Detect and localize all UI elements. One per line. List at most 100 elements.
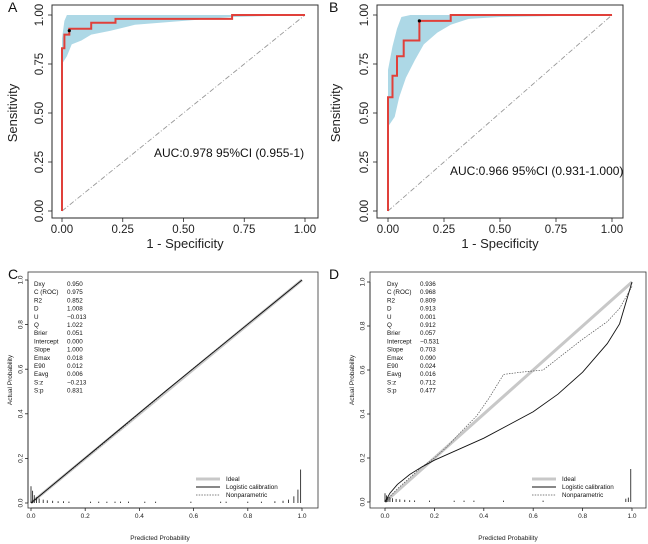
x-tick-label: 0.4 [135, 513, 144, 520]
stat-value: 1.022 [67, 322, 83, 329]
x-tick-label: 0.2 [81, 513, 90, 520]
stat-label: Intercept [387, 338, 412, 345]
stat-label: Brier [387, 330, 400, 337]
stat-label: Q [34, 322, 39, 329]
calibration-chart-d: 0.0 0.2 0.4 0.6 0.8 1.0 0.0 0.2 0.4 0.6 0.8 1.0 Dx… [349, 271, 647, 542]
roc-curve [61, 14, 305, 211]
x-axis-label: 1 - Specificity [146, 236, 224, 251]
y-tick-label: 0.4 [360, 409, 367, 418]
x-tick-label: 0.0 [380, 513, 389, 520]
stat-label: S:p [34, 388, 44, 395]
stat-label: Emax [34, 355, 51, 362]
stat-label: Q [387, 322, 392, 329]
stat-label: E90 [34, 363, 46, 370]
x-tick-label: 0.75 [545, 224, 567, 236]
x-tick-label: 1.00 [294, 224, 316, 236]
stat-label: S:z [34, 379, 43, 386]
roc-chart-b: 0.00 0.25 0.50 0.75 1.00 0.00 0.25 0.50 0.75 1.0… [328, 4, 624, 251]
y-tick-label: 0.75 [34, 53, 46, 75]
rug-marks [30, 469, 302, 503]
y-tick-label: 0.00 [34, 200, 46, 222]
stat-label: C (ROC) [387, 289, 411, 296]
x-axis: 0.0 0.2 0.4 0.6 0.8 1.0 [26, 507, 307, 520]
stat-value: 0.913 [420, 306, 436, 313]
stat-label: R2 [34, 297, 43, 304]
x-tick-label: 0.50 [489, 224, 511, 236]
x-tick-label: 1.0 [297, 513, 306, 520]
y-axis: 0.00 0.25 0.50 0.75 1.00 [34, 4, 53, 222]
stat-value: −0.013 [67, 314, 87, 321]
stat-label: Dxy [34, 281, 46, 288]
y-tick-label: 1.00 [34, 4, 46, 26]
stat-value: 0.090 [420, 355, 436, 362]
x-tick-label: 0.25 [112, 224, 134, 236]
stats-table: Dxy 0.936 C (ROC) 0.968 R2 0.809 D 0.913 U 0.001 Q… [387, 281, 440, 395]
cutoff-point [417, 19, 421, 23]
stat-label: Brier [34, 330, 47, 337]
stat-value: −0.213 [67, 379, 87, 386]
x-tick-label: 0.2 [430, 513, 439, 520]
stat-value: 0.000 [67, 338, 83, 345]
x-axis: 0.00 0.25 0.50 0.75 1.00 [377, 217, 623, 236]
y-tick-label: 0.25 [34, 151, 46, 173]
stat-value: 0.703 [420, 347, 436, 354]
stat-value: 0.831 [67, 388, 83, 395]
stat-label: S:p [387, 388, 397, 395]
stat-value: 0.477 [420, 388, 436, 395]
y-axis-label: Sensitivity [328, 83, 343, 142]
y-tick-label: 0.6 [18, 364, 25, 373]
x-tick-label: 0.0 [26, 513, 35, 520]
calibration-chart-c: 0.0 0.2 0.4 0.6 0.8 1.0 0.0 0.2 0.4 0.6 0.8 1.0 Dx… [7, 271, 319, 542]
panel-label-b: B [329, 0, 338, 15]
legend-label: Ideal [226, 476, 240, 483]
legend-label: Nonparametric [562, 492, 603, 499]
y-tick-label: 0.0 [360, 497, 367, 506]
y-tick-label: 0.50 [34, 102, 46, 124]
stat-value: 0.006 [67, 371, 83, 378]
cutoff-point [67, 29, 71, 33]
x-tick-label: 0.6 [529, 513, 538, 520]
y-tick-label: 1.00 [359, 4, 371, 26]
stat-value: 0.809 [420, 297, 436, 304]
stat-value: 0.936 [420, 281, 436, 288]
panel-label-a: A [8, 0, 18, 15]
stat-label: C (ROC) [34, 289, 58, 296]
stat-value: 0.001 [420, 314, 436, 321]
stat-label: U [387, 314, 392, 321]
y-axis-label: Actual Probability [7, 354, 14, 405]
auc-annotation: AUC:0.966 95%CI (0.931-1.000) [450, 164, 623, 178]
x-tick-label: 0.25 [433, 224, 455, 236]
stat-value: 0.712 [420, 379, 436, 386]
x-axis-label: Predicted Probability [478, 535, 538, 542]
y-axis: 0.0 0.2 0.4 0.6 0.8 1.0 [18, 275, 29, 508]
stat-label: D [34, 306, 39, 313]
y-tick-label: 0.00 [359, 200, 371, 222]
stat-value: 0.975 [67, 289, 83, 296]
stat-value: 0.012 [67, 363, 83, 370]
stat-value: 1.000 [67, 347, 83, 354]
y-axis-label: Actual Probability [349, 354, 356, 405]
legend-label: Logistic calibration [226, 484, 278, 491]
stat-label: R2 [387, 297, 396, 304]
stat-value: 0.024 [420, 363, 436, 370]
x-tick-label: 0.75 [233, 224, 255, 236]
stat-value: 0.852 [67, 297, 83, 304]
roc-chart-a: 0.00 0.25 0.50 0.75 1.00 0.00 0.25 0.50 0.75 1.0… [5, 4, 319, 251]
stat-value: 0.968 [420, 289, 436, 296]
x-tick-label: 0.8 [243, 513, 252, 520]
stat-value: 0.018 [67, 355, 83, 362]
panel-label-d: D [329, 266, 339, 282]
stat-label: U [34, 314, 39, 321]
stat-label: E90 [387, 363, 399, 370]
stat-value: 0.016 [420, 371, 436, 378]
y-tick-label: 0.50 [359, 102, 371, 124]
stat-value: 1.008 [67, 306, 83, 313]
nonparametric-curve [384, 286, 633, 503]
y-tick-label: 0.75 [359, 53, 371, 75]
stat-value: 0.057 [420, 330, 436, 337]
x-tick-label: 0.00 [377, 224, 399, 236]
stat-value: 0.912 [420, 322, 436, 329]
stat-label: Dxy [387, 281, 399, 288]
